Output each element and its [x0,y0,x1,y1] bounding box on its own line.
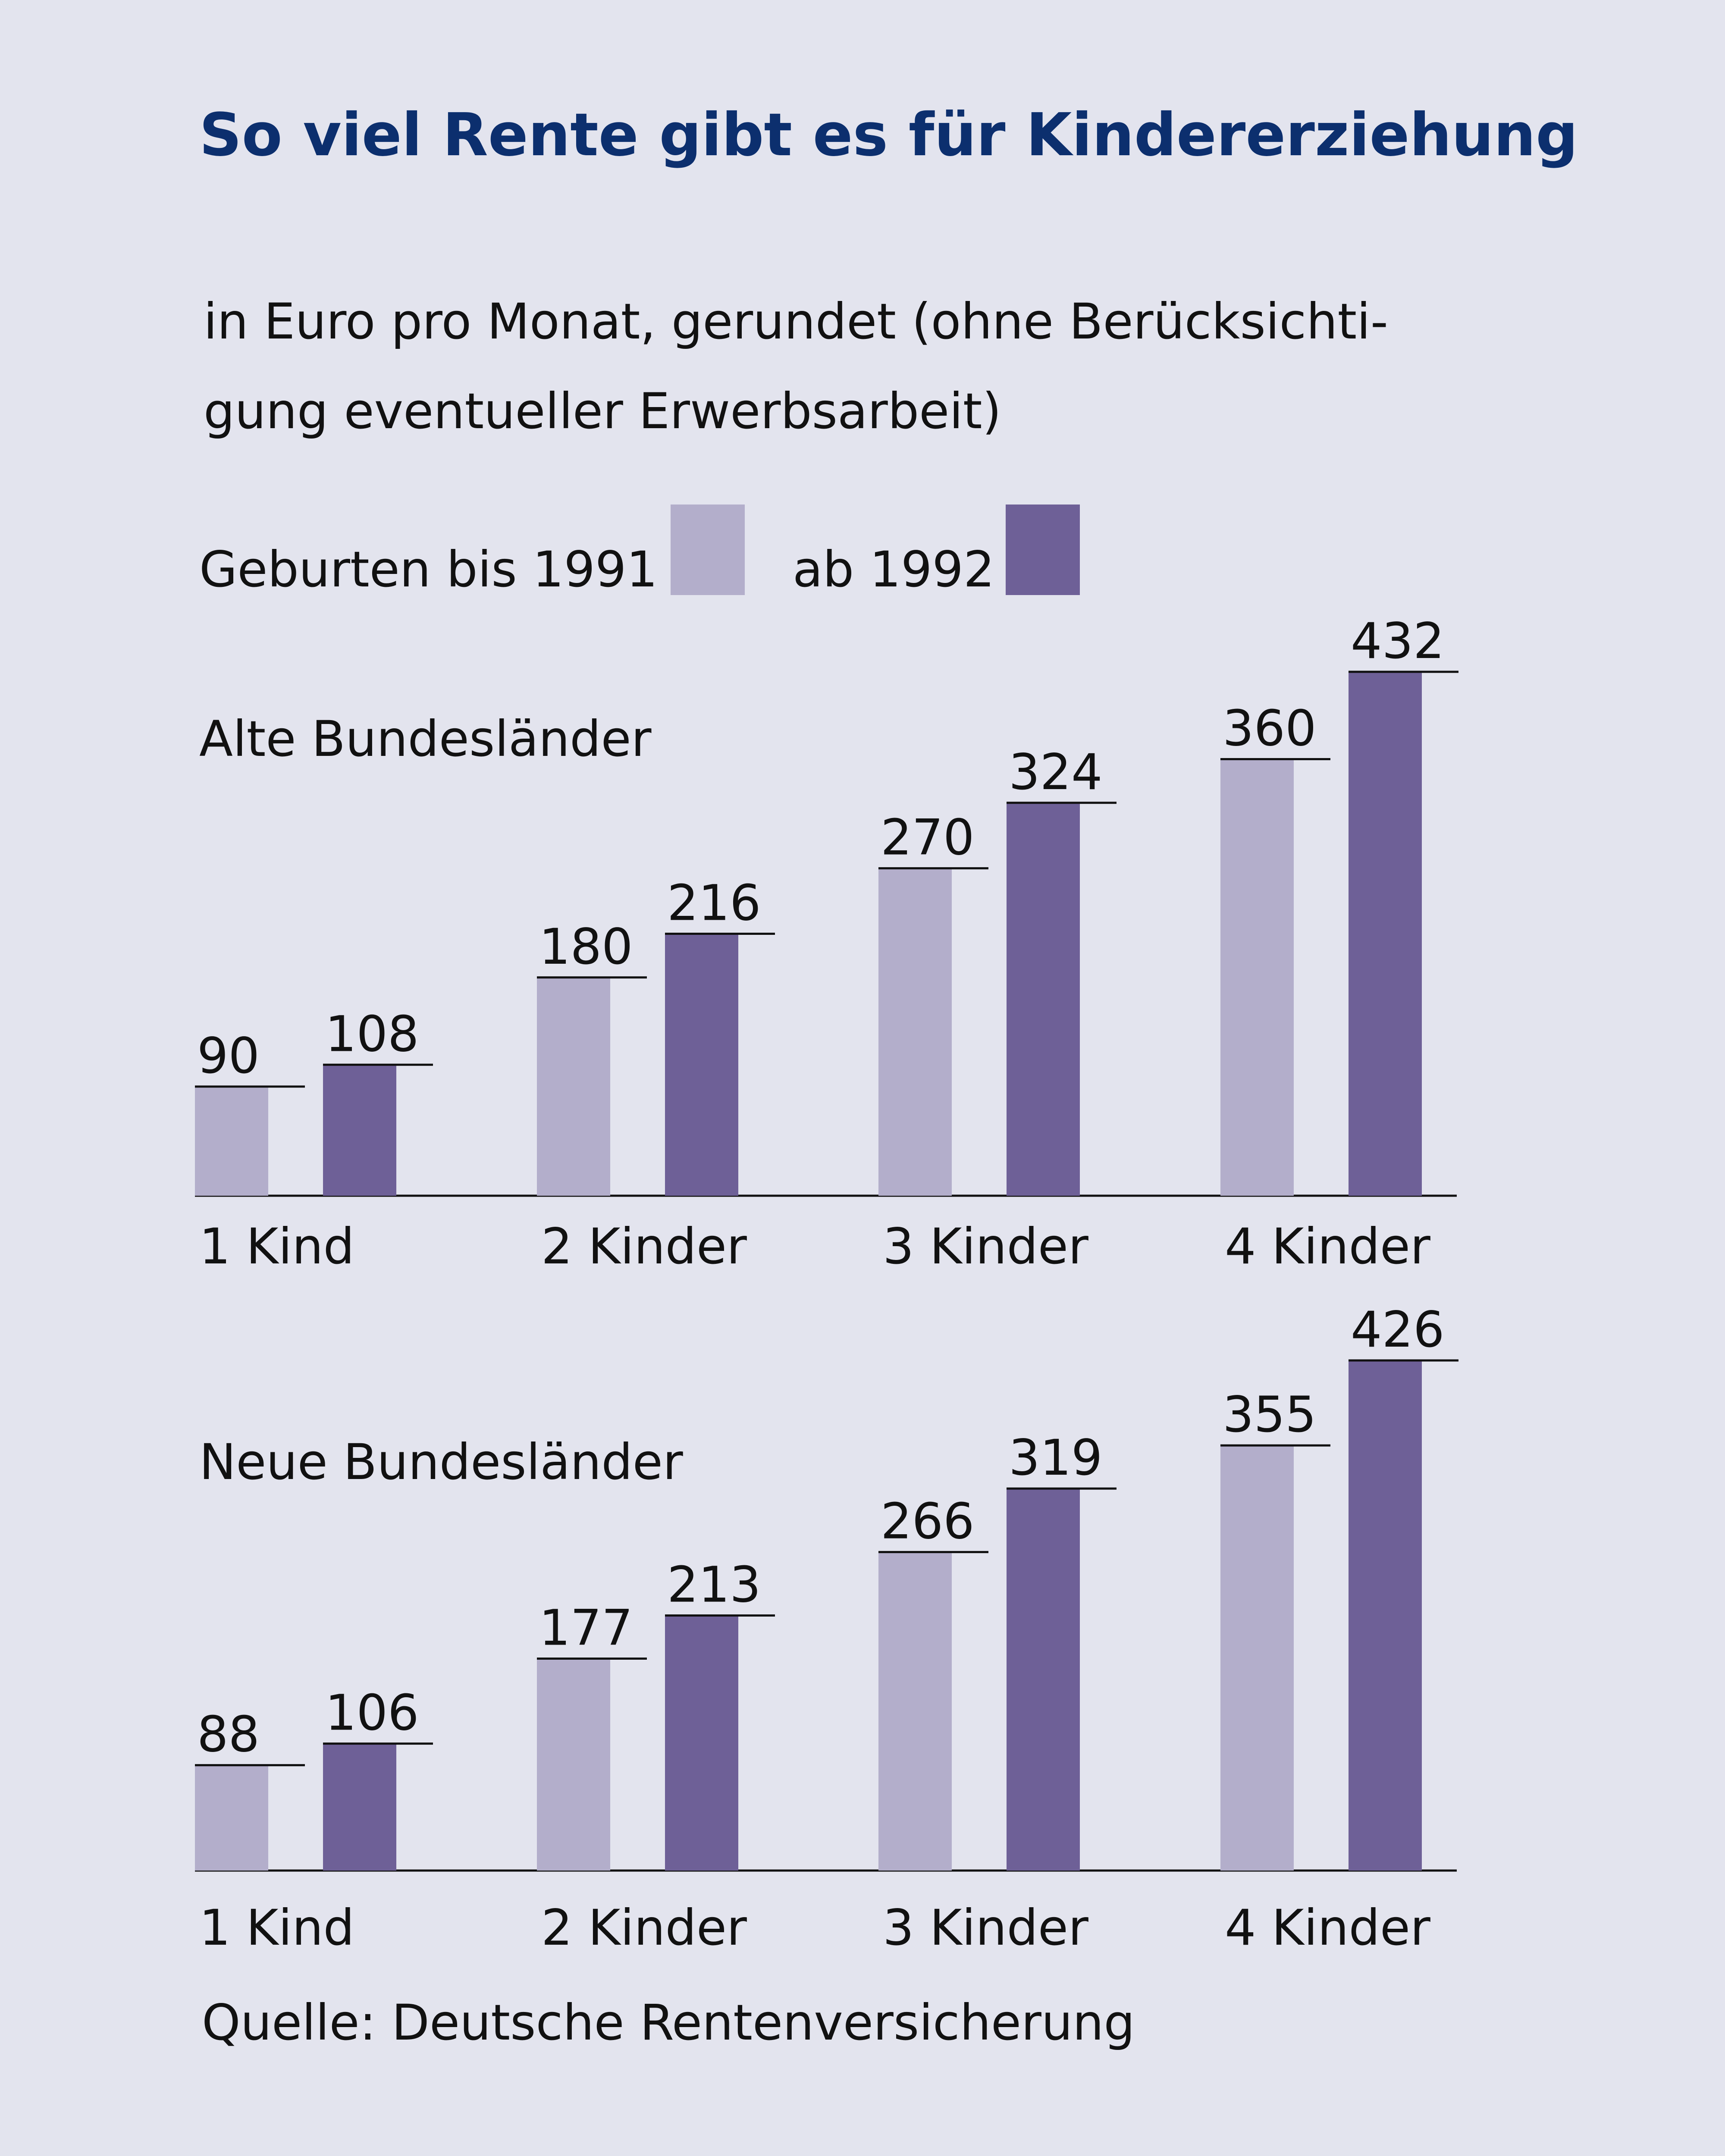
data-label: 108 [325,1005,419,1062]
chart-title: So viel Rente gibt es für Kindererziehun… [199,101,1578,169]
chart-panel-alte-bundeslaender: Alte Bundesländer 90 108 1 Kind 180 216 2 Kin… [195,612,1458,1275]
data-label: 426 [1351,1301,1445,1358]
bar-series1-1 [195,1086,268,1196]
data-label: 180 [539,918,633,975]
data-label: 177 [539,1599,633,1656]
data-label: 88 [197,1706,260,1763]
bar-series1-3 [878,868,952,1196]
data-label: 360 [1223,700,1317,757]
bar-series1-2 [537,1658,610,1871]
source-note: Quelle: Deutsche Rentenversicherung [202,1994,1135,2051]
data-label: 270 [881,809,975,866]
bar-series2-4 [1349,672,1422,1196]
bar-series1-2 [537,977,610,1196]
panel-title: Alte Bundesländer [199,710,652,768]
legend-label-series1: Geburten bis 1991 [199,541,658,598]
legend-swatch-series2 [1006,505,1080,595]
data-label: 355 [1223,1386,1317,1443]
data-label: 213 [667,1556,761,1614]
x-tick-label: 2 Kinder [541,1899,747,1956]
x-tick-label: 2 Kinder [541,1218,747,1275]
bar-series2-3 [1007,802,1080,1196]
x-tick-label: 1 Kind [199,1218,354,1275]
bar-series1-1 [195,1765,268,1871]
chart-subtitle-line2: gung eventueller Erwerbsarbeit) [204,382,1001,440]
bar-series2-4 [1349,1360,1422,1871]
bar-series2-2 [665,1615,738,1871]
bar-series1-4 [1220,1445,1294,1871]
chart-subtitle-line1: in Euro pro Monat, gerundet (ohne Berück… [204,293,1388,350]
data-label: 216 [667,874,761,932]
data-label: 319 [1009,1429,1103,1486]
legend: Geburten bis 1991 ab 1992 [199,505,1080,598]
x-tick-label: 1 Kind [199,1899,354,1956]
x-tick-label: 3 Kinder [883,1899,1088,1956]
bar-series2-2 [665,934,738,1196]
legend-swatch-series1 [671,505,745,595]
legend-label-series2: ab 1992 [793,541,995,598]
bar-series2-3 [1007,1489,1080,1871]
x-tick-label: 4 Kinder [1225,1899,1430,1956]
data-label: 90 [197,1027,260,1084]
x-tick-label: 4 Kinder [1225,1218,1430,1275]
data-label: 106 [325,1684,419,1742]
bar-series2-1 [323,1065,396,1196]
chart-panel-neue-bundeslaender: Neue Bundesländer 88 106 1 Kind 177 213 2 Kin… [195,1301,1458,1956]
panel-title: Neue Bundesländer [199,1433,683,1491]
data-label: 324 [1009,743,1103,801]
bar-series1-4 [1220,759,1294,1196]
x-tick-label: 3 Kinder [883,1218,1088,1275]
bar-series1-3 [878,1552,952,1871]
bar-series2-1 [323,1743,396,1871]
data-label: 432 [1351,612,1445,670]
data-label: 266 [881,1492,975,1550]
